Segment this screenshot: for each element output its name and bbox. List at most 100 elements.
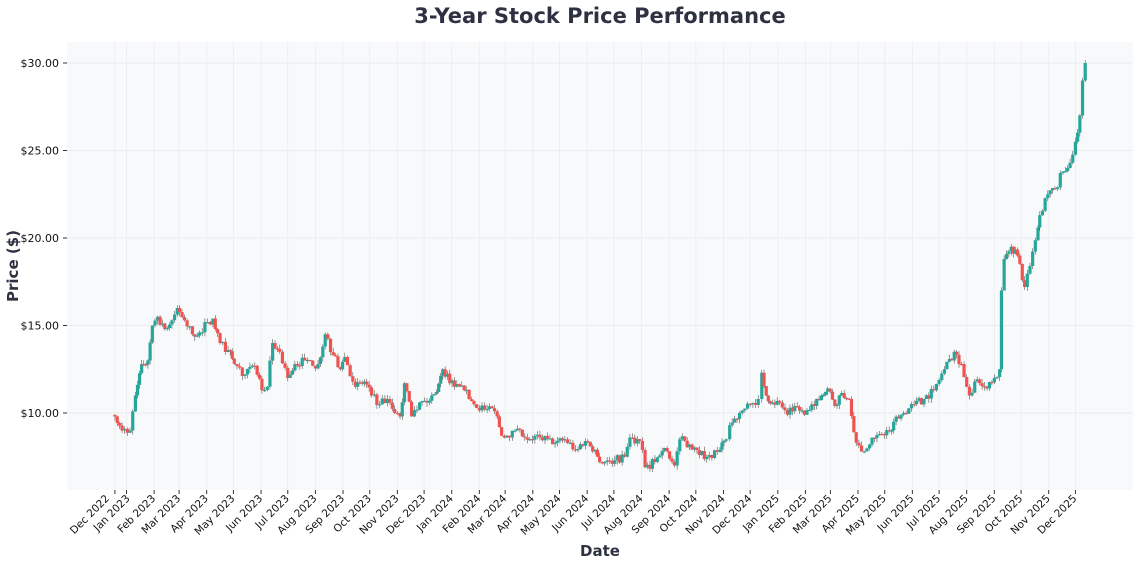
candle-up — [372, 394, 376, 396]
candle-up — [1025, 273, 1029, 287]
candle-down — [213, 318, 217, 330]
candle-down — [665, 448, 669, 452]
candle-up — [821, 394, 826, 397]
candle-up — [305, 359, 309, 362]
candle-down — [990, 382, 994, 384]
candle-down — [798, 406, 802, 411]
candle-down — [472, 401, 476, 405]
candle-down — [833, 399, 837, 406]
candle-up — [515, 428, 520, 431]
candle-down — [228, 350, 232, 352]
candle-down — [375, 394, 379, 406]
candle-down — [762, 372, 766, 387]
candle-up — [899, 414, 903, 419]
candle-down — [982, 386, 987, 388]
candle-up — [998, 369, 1002, 378]
candle-up — [226, 350, 230, 353]
candle-down — [308, 359, 312, 362]
candle-up — [793, 406, 797, 412]
candle-up — [658, 455, 662, 458]
candle-down — [667, 451, 672, 459]
candle-down — [586, 441, 590, 443]
candle-down — [497, 416, 501, 428]
candle-down — [390, 402, 394, 409]
candle-up — [445, 373, 450, 377]
candle-up — [535, 434, 539, 436]
candle-down — [348, 365, 352, 377]
candle-down — [490, 406, 494, 409]
candle-up — [548, 438, 552, 440]
candle-up — [907, 408, 911, 414]
candle-down — [540, 437, 545, 441]
candle-down — [980, 383, 984, 387]
candle-down — [1023, 280, 1027, 287]
candle-up — [894, 416, 898, 422]
candle-down — [142, 364, 146, 366]
candle-up — [945, 361, 949, 370]
candle-up — [450, 380, 454, 384]
candle-down — [469, 399, 474, 402]
candle-up — [645, 464, 650, 468]
candle-down — [828, 388, 832, 392]
candle-up — [722, 440, 726, 443]
candle-down — [748, 403, 752, 405]
candle-up — [1066, 167, 1070, 172]
candle-down — [610, 460, 614, 464]
candle-up — [265, 386, 269, 390]
candle-up — [889, 430, 894, 432]
candle-up — [615, 455, 619, 461]
candle-down — [780, 402, 784, 408]
candle-down — [849, 399, 854, 417]
candle-down — [573, 449, 578, 451]
candle-up — [316, 364, 320, 369]
candle-down — [295, 364, 299, 366]
candle-down — [571, 442, 575, 450]
candle-down — [425, 400, 429, 403]
candle-down — [710, 455, 714, 458]
y-tick-label: $20.00 — [21, 232, 60, 245]
candle-down — [405, 383, 409, 392]
candle-up — [420, 400, 424, 403]
candle-up — [756, 399, 760, 405]
candle-up — [146, 360, 150, 365]
candle-up — [1061, 171, 1065, 174]
x-axis-label: Date — [580, 542, 620, 560]
candle-up — [1073, 141, 1078, 155]
candle-up — [892, 421, 896, 431]
candle-up — [323, 334, 327, 347]
candle-down — [802, 410, 807, 415]
candle-up — [528, 439, 532, 441]
candle-down — [208, 322, 212, 325]
candle-up — [221, 341, 225, 344]
candle-down — [852, 416, 856, 433]
candle-up — [1050, 188, 1055, 191]
candle-down — [345, 357, 350, 366]
y-tick-label: $25.00 — [21, 145, 60, 158]
candle-down — [367, 384, 371, 388]
candle-down — [462, 385, 466, 391]
candle-up — [1076, 132, 1080, 142]
candle-up — [663, 448, 667, 451]
candle-up — [837, 395, 841, 405]
candle-down — [670, 458, 674, 462]
candles — [113, 60, 1087, 473]
candle-up — [437, 383, 441, 392]
candle-up — [412, 410, 416, 417]
candle-down — [443, 369, 447, 377]
candle-up — [1013, 249, 1018, 254]
candle-up — [875, 435, 879, 439]
candle-up — [485, 408, 489, 411]
candle-up — [170, 320, 174, 325]
candle-up — [800, 410, 804, 412]
candle-down — [313, 365, 317, 369]
candle-up — [628, 437, 632, 447]
candle-up — [1068, 162, 1072, 168]
candle-up — [455, 384, 459, 387]
chart-title: 3-Year Stock Price Performance — [414, 4, 785, 28]
candle-down — [275, 348, 279, 350]
candle-down — [457, 384, 461, 387]
candle-up — [815, 398, 819, 406]
candle-down — [962, 364, 966, 378]
